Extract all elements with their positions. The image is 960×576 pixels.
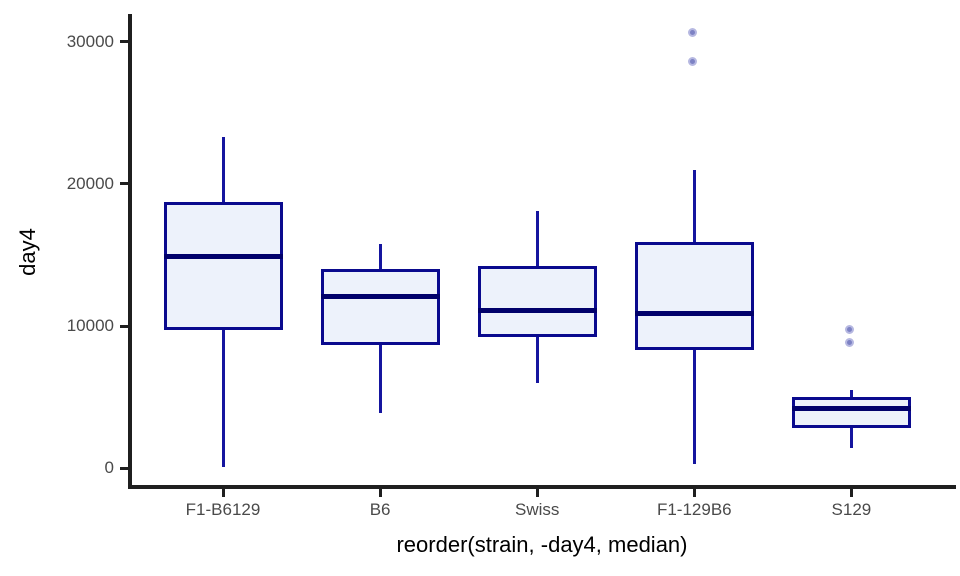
median-line: [477, 307, 597, 313]
outlier-point: [844, 338, 854, 348]
x-tick-mark: [849, 489, 853, 497]
x-axis-title: reorder(strain, -day4, median): [396, 532, 688, 557]
whisker-lower: [849, 428, 853, 449]
median-line: [163, 253, 283, 259]
whisker-lower: [535, 337, 539, 383]
y-tick-mark: [120, 324, 128, 328]
x-tick-mark: [535, 489, 539, 497]
x-tick-label: S129: [831, 500, 872, 519]
median-line: [791, 406, 911, 412]
x-tick-mark: [378, 489, 382, 497]
y-tick-label: 30000: [66, 31, 114, 51]
outlier-point: [687, 28, 697, 38]
y-tick-label: 10000: [66, 316, 114, 336]
box-rect: [634, 242, 754, 351]
whisker-upper: [378, 243, 382, 270]
outlier-point: [687, 56, 697, 66]
y-tick-mark: [120, 182, 128, 186]
y-tick-mark: [120, 40, 128, 44]
box-rect: [477, 266, 597, 338]
whisker-upper: [221, 137, 225, 203]
x-tick-mark: [221, 489, 225, 497]
y-tick-mark: [120, 466, 128, 470]
y-tick-label: 0: [104, 458, 114, 478]
x-tick-mark: [692, 489, 696, 497]
whisker-lower: [378, 344, 382, 413]
whisker-upper: [535, 210, 539, 267]
whisker-upper: [692, 169, 696, 243]
x-tick-label: Swiss: [514, 500, 560, 519]
box-rect: [320, 269, 440, 345]
x-tick-label: F1-B6129: [185, 500, 261, 519]
x-tick-label: B6: [369, 500, 391, 519]
box-rect: [163, 202, 283, 331]
whisker-lower: [692, 350, 696, 465]
whisker-lower: [221, 330, 225, 467]
whisker-upper: [849, 390, 853, 398]
y-tick-label: 20000: [66, 173, 114, 193]
outlier-point: [844, 325, 854, 335]
median-line: [320, 293, 440, 299]
box-rect: [791, 397, 911, 429]
median-line: [634, 310, 754, 316]
x-tick-label: F1-129B6: [656, 500, 732, 519]
